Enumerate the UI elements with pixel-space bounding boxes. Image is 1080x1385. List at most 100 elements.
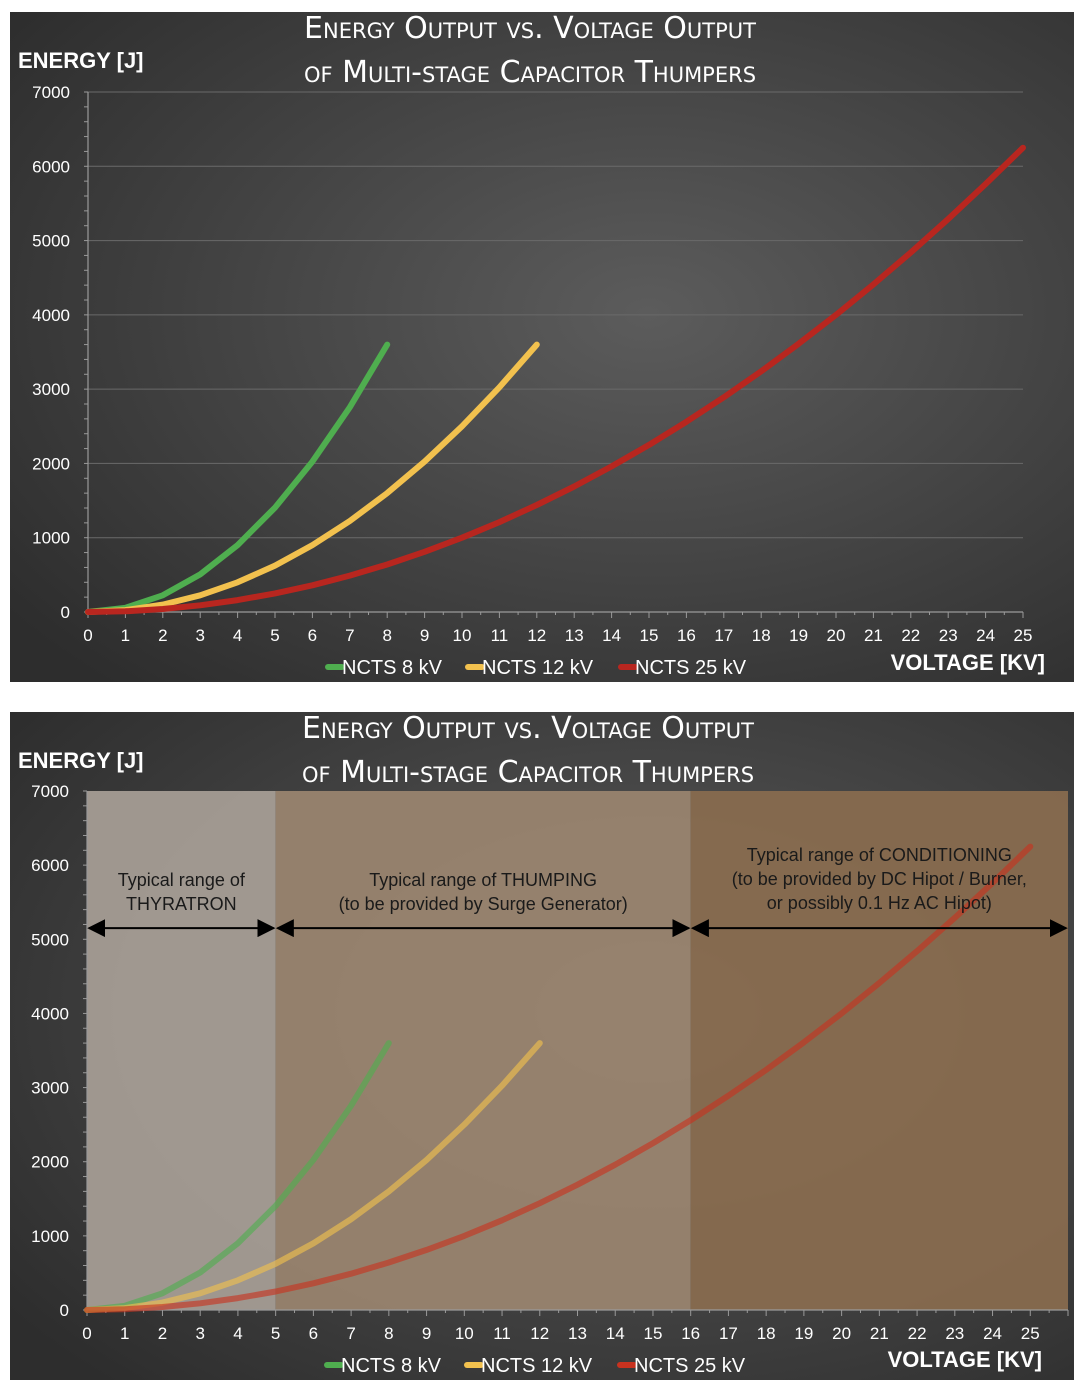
series-line-3 <box>85 144 1026 615</box>
y-tick-label: 4000 <box>31 1004 69 1023</box>
x-tick-label: 18 <box>752 626 771 645</box>
x-tick-label: 13 <box>565 626 584 645</box>
x-tick-label: 11 <box>491 626 509 645</box>
range-label-line: Typical range of <box>118 870 246 890</box>
x-tick-label: 7 <box>346 1324 355 1343</box>
x-tick-label: 7 <box>345 626 354 645</box>
x-tick-label: 17 <box>719 1324 738 1343</box>
x-tick-label: 3 <box>195 1324 204 1343</box>
y-tick-label: 0 <box>61 603 70 622</box>
series-line-2 <box>84 1040 543 1313</box>
series-line-1 <box>84 1040 392 1313</box>
legend-label: NCTS 12 kV <box>482 657 594 679</box>
legend: NCTS 8 kV NCTS 12 kV NCTS 25 kV <box>324 1355 746 1377</box>
y-axis-title: ENERGY [J] <box>18 48 144 73</box>
chart-bottom: Energy Output vs. Voltage Output of Mult… <box>0 700 1080 1385</box>
y-tick-label: 6000 <box>31 856 69 875</box>
range-label-line: THYRATRON <box>126 894 237 914</box>
chart-top: Energy Output vs. Voltage Output of Mult… <box>0 0 1080 690</box>
x-tick-label: 15 <box>644 1324 663 1343</box>
x-tick-label: 25 <box>1014 626 1033 645</box>
series-line-1 <box>85 341 391 615</box>
x-tick-label: 4 <box>233 1324 242 1343</box>
x-tick-label: 8 <box>384 1324 393 1343</box>
range-region <box>87 791 276 1310</box>
x-tick-label: 14 <box>602 626 621 645</box>
range-labels: Typical range of THYRATRON Typical range o… <box>87 845 1068 938</box>
legend-label: NCTS 12 kV <box>481 1355 593 1377</box>
y-tick-labels: 0 1000 2000 3000 4000 5000 6000 7000 <box>32 83 70 622</box>
x-tick-label: 22 <box>901 626 920 645</box>
x-tick-label: 21 <box>864 626 883 645</box>
x-tick-label: 6 <box>309 1324 318 1343</box>
legend-label: NCTS 25 kV <box>635 657 747 679</box>
x-tick-label: 14 <box>606 1324 625 1343</box>
x-tick-label: 16 <box>681 1324 700 1343</box>
y-tick-label: 3000 <box>31 1079 69 1098</box>
x-tick-label: 22 <box>908 1324 927 1343</box>
x-tick-label: 16 <box>677 626 696 645</box>
x-axis-title: VOLTAGE [KV] <box>891 650 1045 675</box>
series-lines <box>85 144 1026 615</box>
axes <box>84 91 1024 618</box>
chart-title-line2: of Multi-stage Capacitor Thumpers <box>302 755 754 790</box>
x-tick-label: 15 <box>640 626 659 645</box>
x-tick-label: 9 <box>420 626 429 645</box>
legend-label: NCTS 25 kV <box>634 1355 746 1377</box>
x-tick-label: 6 <box>308 626 317 645</box>
y-tick-label: 5000 <box>31 930 69 949</box>
x-tick-label: 24 <box>983 1324 1002 1343</box>
x-tick-label: 24 <box>976 626 995 645</box>
axes <box>83 790 1069 1316</box>
x-tick-label: 10 <box>455 1324 474 1343</box>
x-tick-label: 12 <box>527 626 546 645</box>
y-tick-label: 7000 <box>32 83 70 102</box>
x-tick-label: 23 <box>945 1324 964 1343</box>
chart-top-svg: Energy Output vs. Voltage Output of Mult… <box>10 11 1074 682</box>
range-regions <box>87 791 1068 1310</box>
chart-top-background <box>10 12 1074 682</box>
range-label-line: (to be provided by DC Hipot / Burner, <box>732 869 1027 889</box>
x-tick-label: 21 <box>870 1324 889 1343</box>
y-tick-label: 0 <box>60 1301 69 1320</box>
x-tick-label: 0 <box>83 626 92 645</box>
range-label-line: (to be provided by Surge Generator) <box>339 894 628 914</box>
chart-bottom-svg: Energy Output vs. Voltage Output of Mult… <box>10 711 1074 1380</box>
x-tick-label: 23 <box>939 626 958 645</box>
y-tick-label: 1000 <box>32 529 70 548</box>
range-label-line: Typical range of THUMPING <box>369 870 597 890</box>
x-tick-label: 5 <box>271 1324 280 1343</box>
x-tick-label: 25 <box>1021 1324 1040 1343</box>
y-tick-label: 7000 <box>31 782 69 801</box>
x-axis-title: VOLTAGE [KV] <box>888 1347 1042 1372</box>
x-tick-label: 12 <box>530 1324 549 1343</box>
y-axis-title: ENERGY [J] <box>18 748 144 773</box>
y-tick-label: 2000 <box>31 1153 69 1172</box>
chart-title-line1: Energy Output vs. Voltage Output <box>302 711 754 746</box>
legend: NCTS 8 kV NCTS 12 kV NCTS 25 kV <box>325 657 747 679</box>
y-tick-label: 5000 <box>32 232 70 251</box>
x-tick-label: 19 <box>794 1324 813 1343</box>
x-tick-label: 2 <box>158 1324 167 1343</box>
x-tick-label: 10 <box>453 626 472 645</box>
chart-title-line1: Energy Output vs. Voltage Output <box>304 11 756 46</box>
x-tick-label: 4 <box>233 626 242 645</box>
x-tick-label: 1 <box>120 1324 129 1343</box>
range-region <box>690 791 1068 1310</box>
x-tick-label: 20 <box>827 626 846 645</box>
x-tick-labels: 0 1 2 3 4 5 6 7 8 9 10 11 12 13 14 15 16 17 18 19 20 21 22 23 24… <box>83 626 1032 645</box>
range-label-line: or possibly 0.1 Hz AC Hipot) <box>767 893 992 913</box>
legend-label: NCTS 8 kV <box>341 1355 442 1377</box>
legend-label: NCTS 8 kV <box>342 657 443 679</box>
range-label-line: Typical range of CONDITIONING <box>747 845 1012 865</box>
x-tick-label: 19 <box>789 626 808 645</box>
grid-lines <box>88 91 1023 539</box>
series-line-2 <box>85 341 540 615</box>
series-lines <box>84 843 1034 1313</box>
y-tick-label: 6000 <box>32 157 70 176</box>
x-tick-label: 3 <box>195 626 204 645</box>
x-tick-label: 2 <box>158 626 167 645</box>
y-tick-labels: 0 1000 2000 3000 4000 5000 6000 7000 <box>31 782 69 1320</box>
y-tick-label: 4000 <box>32 306 70 325</box>
x-tick-label: 1 <box>121 626 130 645</box>
